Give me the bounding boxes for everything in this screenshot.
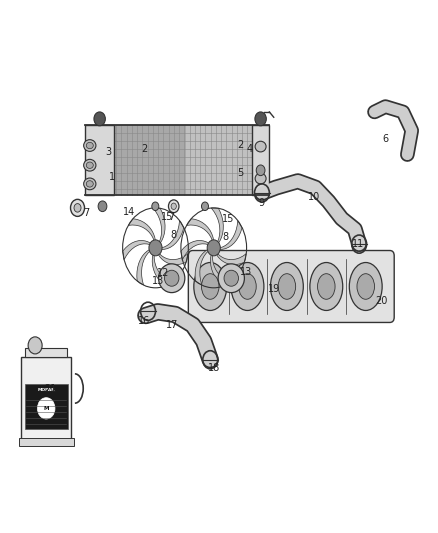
- Circle shape: [28, 337, 42, 354]
- Text: 8: 8: [170, 230, 176, 239]
- Polygon shape: [158, 254, 188, 265]
- Polygon shape: [211, 254, 230, 286]
- Text: 18: 18: [208, 363, 220, 373]
- Circle shape: [201, 202, 208, 211]
- Ellipse shape: [84, 178, 96, 190]
- Text: 9: 9: [258, 198, 264, 207]
- Ellipse shape: [239, 274, 256, 300]
- Bar: [25, 348, 67, 357]
- Bar: [186, 125, 252, 195]
- Text: MOPAR: MOPAR: [37, 388, 55, 392]
- Circle shape: [94, 112, 106, 126]
- Ellipse shape: [84, 140, 96, 151]
- Text: 20: 20: [375, 296, 387, 306]
- Circle shape: [98, 201, 107, 212]
- Ellipse shape: [86, 162, 93, 168]
- Ellipse shape: [357, 274, 374, 300]
- Circle shape: [169, 200, 179, 213]
- Circle shape: [71, 199, 85, 216]
- Ellipse shape: [224, 270, 238, 286]
- Text: 3: 3: [106, 147, 112, 157]
- Bar: [25, 384, 68, 429]
- Text: 12: 12: [157, 268, 169, 278]
- Circle shape: [207, 240, 220, 256]
- Text: 8: 8: [223, 232, 229, 242]
- Polygon shape: [181, 240, 209, 260]
- Ellipse shape: [310, 263, 343, 310]
- Text: 21: 21: [44, 384, 57, 394]
- Text: 10: 10: [307, 192, 320, 202]
- Text: 19: 19: [268, 284, 280, 294]
- Text: 7: 7: [168, 213, 174, 222]
- Ellipse shape: [86, 181, 93, 187]
- Text: 11: 11: [352, 239, 364, 249]
- Polygon shape: [137, 249, 150, 285]
- Ellipse shape: [270, 263, 304, 310]
- Polygon shape: [128, 219, 155, 241]
- Circle shape: [255, 112, 266, 126]
- Text: 6: 6: [382, 134, 389, 143]
- Text: 1: 1: [109, 172, 115, 182]
- Ellipse shape: [278, 274, 296, 300]
- Polygon shape: [216, 254, 246, 265]
- Circle shape: [74, 204, 81, 212]
- Circle shape: [256, 165, 265, 176]
- Bar: [85, 125, 114, 195]
- Text: 16: 16: [138, 317, 151, 326]
- Polygon shape: [153, 208, 165, 244]
- Ellipse shape: [318, 274, 335, 300]
- Text: 2: 2: [237, 140, 243, 150]
- Ellipse shape: [84, 159, 96, 171]
- Bar: [19, 438, 74, 446]
- Ellipse shape: [231, 263, 264, 310]
- Ellipse shape: [164, 270, 179, 286]
- FancyBboxPatch shape: [188, 251, 394, 322]
- Text: 15: 15: [161, 213, 173, 222]
- Bar: [114, 125, 186, 195]
- Text: 17: 17: [166, 320, 178, 330]
- Circle shape: [38, 398, 55, 419]
- Circle shape: [152, 202, 159, 211]
- Polygon shape: [123, 240, 151, 260]
- Ellipse shape: [194, 263, 227, 310]
- Ellipse shape: [201, 274, 219, 300]
- Polygon shape: [219, 221, 242, 249]
- Ellipse shape: [159, 264, 185, 293]
- Ellipse shape: [86, 142, 93, 149]
- Text: 2: 2: [141, 144, 148, 154]
- Circle shape: [171, 203, 177, 209]
- Text: 15: 15: [222, 214, 234, 223]
- Text: M: M: [43, 406, 49, 411]
- Bar: [21, 357, 71, 440]
- Text: 13: 13: [240, 267, 252, 277]
- Ellipse shape: [218, 264, 244, 293]
- Polygon shape: [195, 249, 208, 285]
- Bar: [252, 125, 269, 195]
- Text: 14: 14: [123, 207, 135, 217]
- Text: 4: 4: [247, 144, 253, 154]
- Text: 5: 5: [237, 168, 243, 178]
- Ellipse shape: [349, 263, 382, 310]
- Ellipse shape: [255, 173, 266, 184]
- Text: 7: 7: [83, 208, 89, 218]
- Polygon shape: [211, 208, 223, 244]
- Polygon shape: [187, 219, 214, 241]
- Text: 13: 13: [152, 277, 165, 286]
- Polygon shape: [161, 221, 184, 249]
- Ellipse shape: [255, 141, 266, 152]
- Polygon shape: [152, 254, 172, 286]
- Circle shape: [149, 240, 162, 256]
